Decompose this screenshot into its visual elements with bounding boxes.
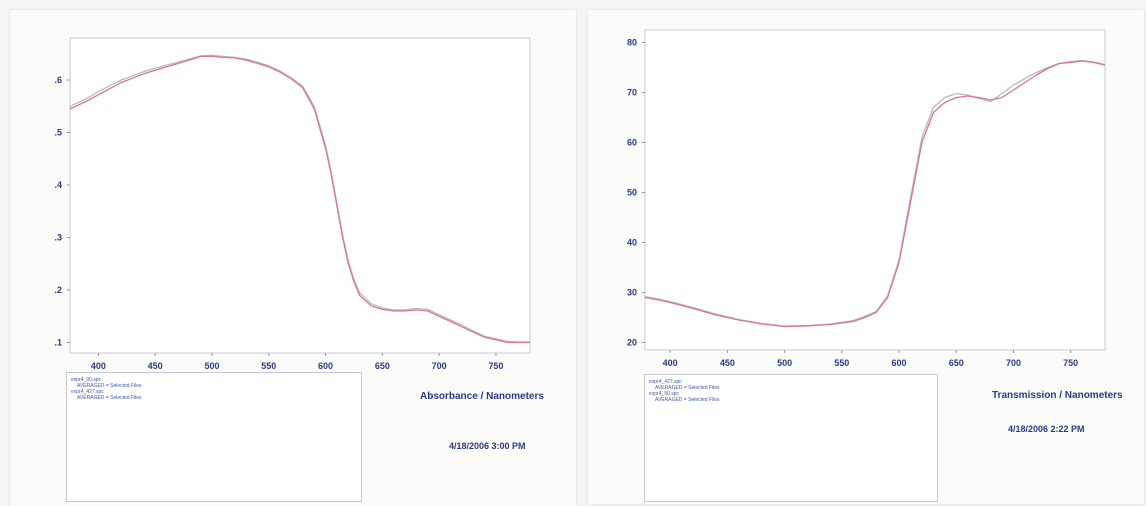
y-tick-label: 40 [627, 238, 637, 248]
legend-entry: AVERAGED = Selected Files [655, 397, 720, 403]
y-tick-label: 60 [627, 138, 637, 148]
y-tick-label: 70 [627, 88, 637, 98]
x-tick-label: 650 [949, 358, 964, 368]
legend-entry: expr4_427.spc [649, 379, 682, 385]
timestamp: 4/18/2006 3:00 PM [449, 441, 526, 451]
legend-entry: expr4_90.spc [71, 377, 102, 383]
x-axis-title: Transmission / Nanometers [992, 390, 1123, 401]
series-line [69, 55, 530, 344]
x-axis-title: Absorbance / Nanometers [420, 391, 544, 402]
chart-panel-transmission: 80 70 60 50 40 30 20 400 450 500 550 600 650 700 750 e… [588, 10, 1144, 504]
timestamp: 4/18/2006 2:22 PM [1008, 424, 1085, 434]
x-tick-label: 700 [1006, 358, 1021, 368]
x-tick-label: 450 [148, 361, 163, 371]
y-tick-label: .2 [54, 285, 62, 295]
absorbance-chart: .6 .5 .4 .3 .2 .1 400 450 500 550 600 650 700 750 [54, 37, 531, 371]
x-tick-label: 450 [720, 358, 735, 368]
y-tick-label: .4 [54, 180, 62, 190]
x-tick-label: 400 [91, 361, 106, 371]
y-tick-label: .1 [54, 338, 62, 348]
y-tick-label: 80 [627, 38, 637, 48]
x-tick-label: 500 [204, 361, 219, 371]
x-tick-label: 550 [834, 358, 849, 368]
x-tick-label: 600 [318, 361, 333, 371]
x-tick-label: 750 [1063, 358, 1078, 368]
y-tick-label: .5 [54, 128, 62, 138]
transmission-chart: 80 70 60 50 40 30 20 400 450 500 550 600 650 700 750 [627, 29, 1106, 368]
x-tick-label: 750 [488, 361, 503, 371]
legend-entry: AVERAGED = Selected Files [77, 395, 142, 401]
chart-panel-absorbance: .6 .5 .4 .3 .2 .1 400 450 500 550 600 650 700 750 exp… [10, 10, 576, 506]
y-tick-label: 50 [627, 188, 637, 198]
series-line [644, 60, 1106, 328]
x-tick-label: 600 [892, 358, 907, 368]
legend-box: expr4_427.spc AVERAGED = Selected Files … [644, 374, 938, 502]
y-tick-label: .3 [54, 233, 62, 243]
legend-box: expr4_90.spc AVERAGED = Selected Files e… [66, 372, 362, 502]
x-tick-label: 700 [432, 361, 447, 371]
y-tick-label: 20 [627, 338, 637, 348]
legend-entry: expr4_90.spc [649, 391, 680, 397]
legend-entry: AVERAGED = Selected Files [77, 383, 142, 389]
y-tick-label: 30 [627, 288, 637, 298]
x-tick-label: 400 [663, 358, 678, 368]
plot-frame [69, 37, 531, 354]
plot-frame [644, 29, 1106, 351]
legend-entry: expr4_427.spc [71, 389, 104, 395]
x-tick-label: 650 [375, 361, 390, 371]
y-tick-label: .6 [54, 75, 62, 85]
x-tick-label: 500 [777, 358, 792, 368]
legend-entry: AVERAGED = Selected Files [655, 385, 720, 391]
x-tick-label: 550 [261, 361, 276, 371]
